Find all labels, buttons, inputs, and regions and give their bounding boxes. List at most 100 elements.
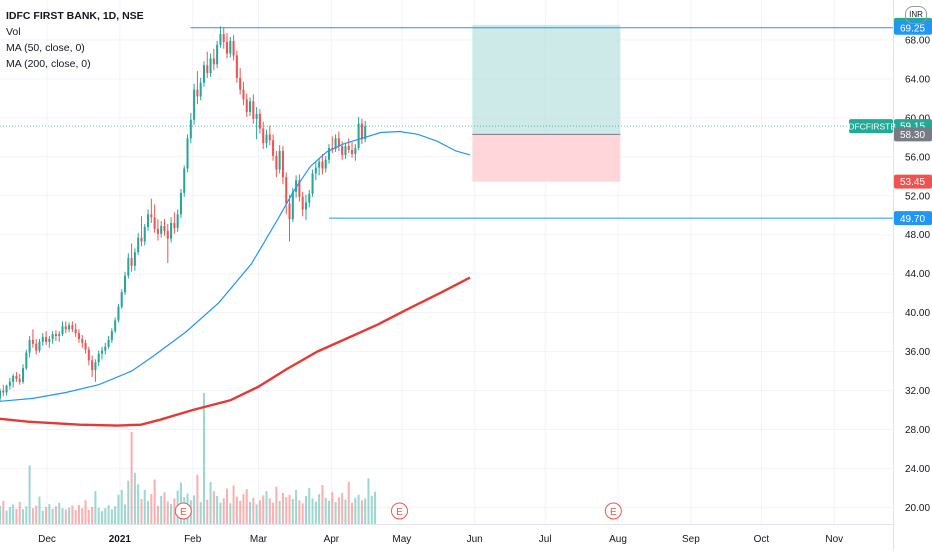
- candle-body: [8, 381, 11, 386]
- price-tick-label: 48.00: [905, 230, 930, 241]
- candle-body: [341, 146, 344, 155]
- candle-body: [219, 34, 222, 45]
- volume-bar: [239, 500, 242, 524]
- volume-bar: [120, 489, 123, 524]
- candle-body: [124, 275, 127, 293]
- price-tick-label: 40.00: [905, 308, 930, 319]
- candle-body: [107, 339, 110, 347]
- volume-bar: [334, 502, 337, 524]
- volume-bar: [262, 495, 265, 524]
- price-label-value: 58.30: [900, 130, 925, 141]
- volume-bar: [344, 499, 347, 524]
- candle-body: [351, 149, 354, 154]
- candle-body: [41, 336, 44, 342]
- candle-body: [143, 226, 146, 242]
- candle-body: [364, 126, 367, 140]
- volume-bar: [91, 506, 94, 524]
- candle-body: [324, 159, 327, 169]
- volume-bar: [133, 472, 136, 524]
- candle-body: [147, 214, 150, 227]
- candle-body: [278, 150, 281, 170]
- volume-bar: [22, 509, 25, 524]
- candle-body: [176, 214, 179, 228]
- volume-bar: [81, 508, 84, 524]
- volume-bar: [54, 506, 57, 524]
- time-tick-label: Mar: [250, 534, 268, 545]
- volume-bar: [143, 489, 146, 524]
- candle-body: [281, 150, 284, 178]
- volume-bar: [252, 497, 255, 524]
- candle-body: [133, 252, 136, 266]
- candle-body: [249, 101, 252, 113]
- volume-bar: [156, 505, 159, 524]
- volume-bar: [242, 494, 245, 524]
- volume-bar: [87, 509, 90, 524]
- candle-body: [347, 146, 350, 150]
- volume-bar: [173, 498, 176, 524]
- candle-body: [74, 329, 77, 334]
- volume-bar: [94, 491, 97, 524]
- volume-bar: [124, 504, 127, 524]
- time-tick-label: Apr: [324, 534, 340, 545]
- volume-bar: [327, 500, 331, 524]
- volume-bar: [0, 505, 2, 524]
- volume-bar: [354, 497, 357, 524]
- long-position-tool[interactable]: [472, 24, 621, 182]
- price-axis[interactable]: 20.00 24.00 28.00 32.00 36.00 40.00 44.00 48.00…: [893, 0, 932, 550]
- currency-badge[interactable]: INR: [905, 6, 927, 24]
- volume-bar: [84, 500, 87, 524]
- legend-ma50[interactable]: MA (50, close, 0): [6, 42, 85, 54]
- candle-body: [170, 223, 173, 239]
- volume-bar: [357, 494, 360, 524]
- legend-volume[interactable]: Vol: [6, 26, 21, 38]
- volume-bar: [38, 496, 41, 524]
- ma50-line: [0, 130, 471, 402]
- time-axis[interactable]: Dec 2021 Feb Mar Apr May Jun Jul Aug Sep Oct Nov: [0, 524, 893, 550]
- candle-body: [285, 177, 288, 204]
- volume-bar: [318, 494, 321, 524]
- volume-bar: [117, 494, 120, 524]
- earnings-event-marker: [174, 502, 192, 520]
- candle-body: [354, 148, 357, 154]
- candle-body: [156, 228, 159, 234]
- volume-bar: [28, 465, 31, 524]
- volume-bar: [153, 479, 156, 524]
- candle-body: [252, 101, 255, 119]
- candle-body: [222, 34, 225, 42]
- candle-body: [337, 138, 340, 147]
- volume-bar: [225, 488, 229, 524]
- candle-body: [311, 173, 314, 194]
- time-axis-bg: [0, 524, 893, 550]
- volume-bar: [235, 496, 238, 524]
- time-tick-label: 2021: [109, 534, 132, 545]
- volume-bar: [288, 494, 291, 524]
- candle-body: [12, 375, 15, 382]
- legend-symbol-title[interactable]: IDFC FIRST BANK, 1D, NSE: [6, 10, 144, 22]
- horizontal-levels[interactable]: [0, 27, 893, 219]
- candle-body: [304, 202, 307, 210]
- candle-body: [334, 138, 337, 150]
- volume-bar: [278, 500, 281, 524]
- volume-bar: [163, 492, 166, 524]
- candle-body: [22, 368, 25, 382]
- volume-bar: [295, 489, 298, 524]
- candle-body: [196, 89, 199, 97]
- candle-body: [183, 168, 186, 193]
- volume-bar: [35, 505, 38, 524]
- volume-bar: [222, 498, 225, 524]
- legend-ma200[interactable]: MA (200, close, 0): [6, 58, 91, 70]
- volume-bar: [202, 393, 205, 524]
- price-label-value: 59.15: [900, 122, 925, 133]
- candle-body: [163, 225, 166, 231]
- volume-bar: [8, 506, 11, 524]
- candle-body: [15, 375, 18, 379]
- candle-body: [288, 203, 291, 220]
- volume-bar: [71, 505, 74, 524]
- volume-bar: [130, 431, 133, 524]
- price-label-value: 49.70: [900, 214, 925, 225]
- price-tick-label: 36.00: [905, 347, 930, 358]
